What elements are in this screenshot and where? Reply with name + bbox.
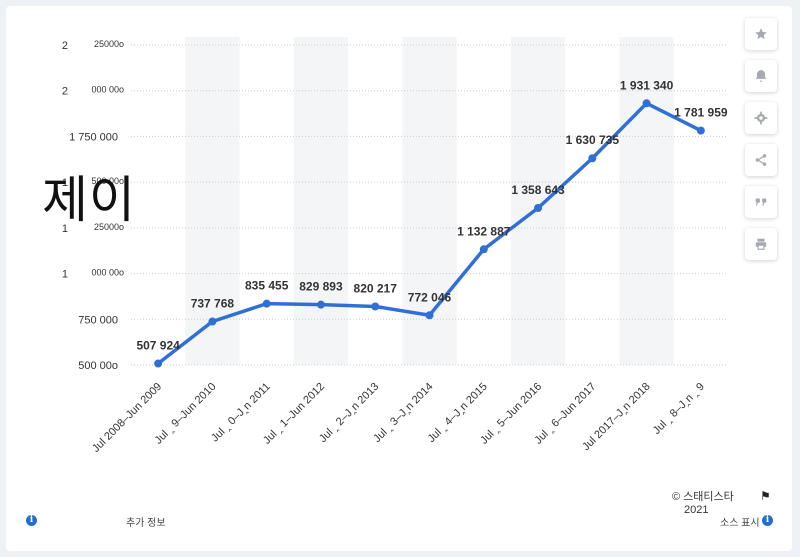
y-tick-label: 25000o [94,39,124,49]
x-tick-label: Jul 2008–Jun 2009 [90,381,164,455]
star-icon[interactable] [745,18,777,50]
y-tick-label: 000 00o [91,85,124,95]
data-label: 1 931 340 [620,78,674,92]
gear-icon[interactable] [745,102,777,134]
data-point [479,245,488,254]
data-point [154,359,163,368]
line-chart: 500 00o 750 000 1 000 00o 1 25000o 1 500 00o 1 7… [62,37,728,455]
column-band [293,37,349,365]
data-point [371,302,380,311]
y-tick-label: 000 00o [91,268,124,278]
data-point [534,203,543,212]
y-tick-label: 1 [62,223,68,235]
y-tick-label: 500 00o [91,176,124,186]
y-tick-label: 2 [62,40,68,52]
data-point [316,300,325,309]
y-tick-label: 1 [62,177,68,189]
data-point [588,154,597,163]
y-tick-label: 750 000 [78,314,118,326]
bell-icon[interactable] [745,60,777,92]
data-label: 829 893 [299,280,343,294]
y-tick-label: 25000o [94,222,124,232]
y-tick-label: 500 00o [78,360,118,372]
column-band [619,37,674,365]
data-label: 507 924 [136,339,180,353]
data-label: 772 046 [408,290,452,304]
y-tick-label: 1 750 000 [69,131,118,143]
data-point [425,311,434,320]
quote-icon[interactable] [745,186,777,218]
data-label: 1 781 959 [674,106,728,120]
column-band [402,37,457,365]
data-label: 1 132 887 [457,224,511,238]
data-label: 1 358 643 [511,183,565,197]
data-label: 835 455 [245,279,289,293]
print-icon[interactable] [745,228,777,260]
data-label: 737 768 [191,297,235,311]
data-point [208,317,217,326]
more-info-link[interactable]: 추가 정보 [126,518,166,529]
x-tick-label: Jul ‸ 8–J‸n ‸ 9 [651,381,707,437]
credit-year: 2021 [684,504,709,516]
data-point [696,126,705,135]
chart-toolbar [745,18,779,270]
flag-icon[interactable]: ⚑ [760,489,771,503]
credit-text: © 스태티스타 [672,491,734,503]
data-point [642,99,651,108]
statista-credit[interactable]: © 스태티스타 2021 [672,488,734,516]
source-info-icon[interactable]: i [762,515,773,526]
column-band [510,37,566,365]
share-icon[interactable] [745,144,777,176]
show-source-link[interactable]: 소스 표시 [720,518,760,529]
info-icon[interactable]: i [26,515,37,526]
column-band [185,37,240,365]
data-label: 820 217 [354,281,398,295]
chart-card: 500 00o 750 000 1 000 00o 1 25000o 1 500 00o 1 7… [6,6,792,551]
y-tick-label: 1 [62,269,68,281]
data-label: 1 630 735 [566,133,620,147]
data-point [262,299,271,308]
y-tick-label: 2 [62,86,68,98]
y-axis-label: 제이 [42,171,136,229]
